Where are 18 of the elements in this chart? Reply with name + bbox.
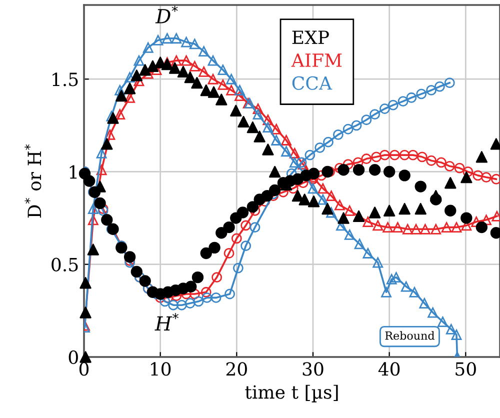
x-tick-label: 50 [456,362,476,376]
annotation: Rebound [385,331,434,340]
x-axis-title: time t [µs] [245,384,338,402]
y-axis-title: D$^{*}$ or H$^{*}$ [24,144,42,218]
y-tick-label: 1 [70,165,77,179]
y-tick-label: 0 [68,350,78,364]
x-tick-label: 20 [226,362,247,376]
x-tick-label: 40 [378,362,400,376]
text: CCA [292,76,332,90]
annotation: D$^{*}$ [155,6,178,24]
x-tick-label: 30 [302,362,324,376]
text: EXP [292,30,329,44]
x-tick-label: 0 [79,362,89,376]
x-tick-label: 10 [151,362,171,376]
y-tick-label: 0.5 [52,258,78,272]
annotation: H$^{*}$ [154,312,178,331]
y-tick-label: 1.5 [52,72,78,86]
text: AIFM [291,54,342,67]
